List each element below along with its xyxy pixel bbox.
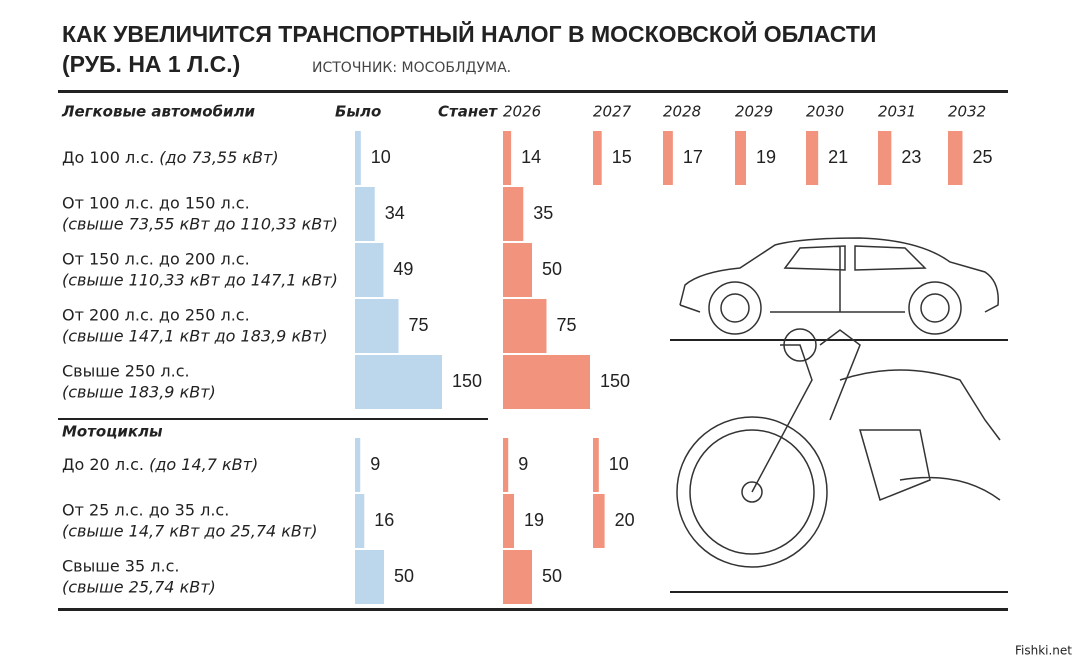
row-label: От 200 л.с. до 250 л.с.: [62, 306, 250, 325]
value-label: 21: [828, 147, 848, 167]
group-header: Мотоциклы: [62, 423, 163, 441]
value-label: 34: [385, 203, 405, 223]
value-label: 50: [394, 566, 414, 586]
bar: [355, 355, 442, 409]
row-label: Свыше 35 л.с.: [62, 557, 179, 576]
value-label: 10: [371, 147, 391, 167]
car-drawing: [670, 237, 1008, 341]
year-header: 2028: [663, 103, 701, 121]
bar: [593, 494, 605, 548]
bar: [878, 131, 892, 185]
bar: [355, 299, 399, 353]
row-sublabel: (свыше 183,9 кВт): [62, 383, 216, 402]
value-label: 19: [524, 510, 544, 530]
bar: [355, 550, 384, 604]
group-header: Легковые автомобили: [61, 103, 256, 121]
bar: [593, 131, 602, 185]
row-label-main: До 20 л.с.: [62, 455, 144, 474]
value-label: 10: [609, 454, 629, 474]
value-label: 17: [683, 147, 703, 167]
value-label: 150: [600, 371, 630, 391]
row-label: От 100 л.с. до 150 л.с.: [62, 194, 250, 213]
bottom-rule: [58, 608, 1008, 611]
value-label: 16: [374, 510, 394, 530]
bar: [948, 131, 963, 185]
row-sublabel: (до 73,55 кВт): [159, 148, 278, 167]
source: ИСТОЧНИК: МОСОБЛДУМА.: [312, 60, 511, 76]
value-label: 23: [901, 147, 921, 167]
row-sublabel: (свыше 110,33 кВт до 147,1 кВт): [62, 271, 338, 290]
year-header: 2027: [593, 103, 632, 121]
value-label: 20: [615, 510, 635, 530]
value-label: 50: [542, 566, 562, 586]
row-label: До 20 л.с. (до 14,7 кВт): [62, 455, 258, 474]
value-label: 150: [452, 371, 482, 391]
was-header: Было: [335, 103, 381, 121]
row-sublabel: (свыше 25,74 кВт): [62, 578, 216, 597]
row-sublabel: (свыше 73,55 кВт до 110,33 кВт): [62, 215, 338, 234]
year-header: 2030: [806, 103, 844, 121]
row-label: До 100 л.с. (до 73,55 кВт): [62, 148, 279, 167]
row-label: Свыше 250 л.с.: [62, 362, 190, 381]
bar: [355, 131, 361, 185]
value-label: 50: [542, 259, 562, 279]
bar: [355, 187, 375, 241]
top-rule: [58, 90, 1008, 93]
value-label: 75: [557, 315, 577, 335]
bar: [503, 131, 512, 185]
value-label: 49: [393, 259, 413, 279]
bar: [593, 438, 599, 492]
year-header: 2031: [878, 103, 916, 121]
year-header: 2032: [948, 103, 986, 121]
watermark: Fishki.net: [1015, 644, 1072, 658]
bar: [735, 131, 747, 185]
year-header: 2026: [503, 103, 541, 121]
value-label: 9: [370, 454, 380, 474]
row-sublabel: (свыше 14,7 кВт до 25,74 кВт): [62, 522, 317, 541]
row-label: От 150 л.с. до 200 л.с.: [62, 250, 250, 269]
value-label: 75: [409, 315, 429, 335]
bar: [663, 131, 673, 185]
row-sublabel: (свыше 147,1 кВт до 183,9 кВт): [62, 327, 328, 346]
bar: [806, 131, 819, 185]
title: КАК УВЕЛИЧИТСЯ ТРАНСПОРТНЫЙ НАЛОГ В МОСК…: [62, 20, 876, 47]
group-rule: [58, 418, 488, 420]
bar: [503, 494, 515, 548]
motorcycle-drawing: [670, 328, 1008, 593]
value-label: 9: [518, 454, 528, 474]
bar: [503, 299, 547, 353]
bar: [503, 355, 590, 409]
bar: [503, 243, 532, 297]
value-label: 35: [533, 203, 553, 223]
bar: [355, 494, 365, 548]
bar: [503, 550, 532, 604]
value-label: 15: [612, 147, 632, 167]
row-label: От 25 л.с. до 35 л.с.: [62, 501, 229, 520]
bar: [503, 187, 524, 241]
year-header: 2029: [735, 103, 773, 121]
row-sublabel: (до 14,7 кВт): [149, 455, 258, 474]
bar: [355, 438, 361, 492]
bar: [355, 243, 384, 297]
will-header: Станет: [438, 103, 498, 121]
value-label: 14: [521, 147, 541, 167]
value-label: 25: [973, 147, 993, 167]
bar: [503, 438, 509, 492]
value-label: 19: [756, 147, 776, 167]
subtitle: (РУБ. НА 1 Л.С.): [62, 51, 240, 77]
row-label-main: До 100 л.с.: [62, 148, 154, 167]
